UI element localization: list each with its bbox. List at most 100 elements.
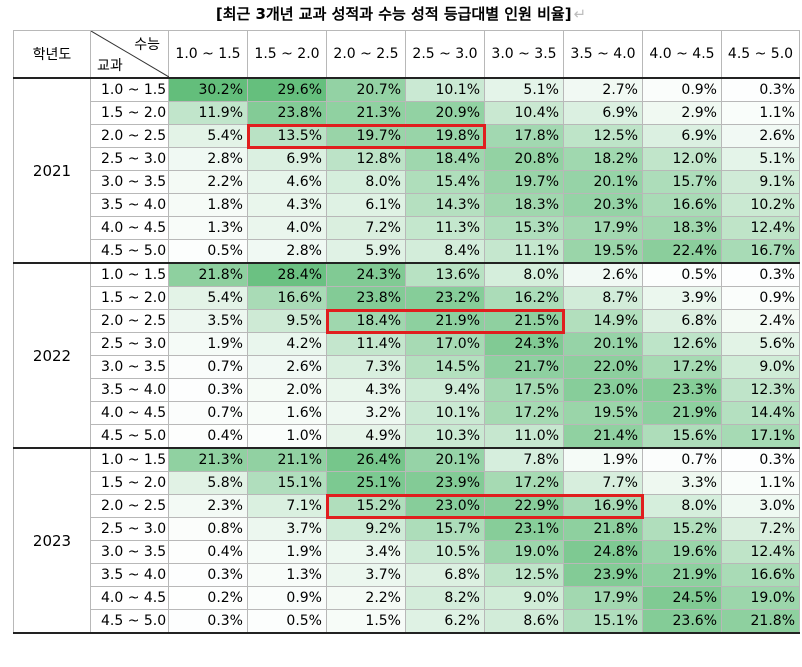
value-cell: 9.5%	[247, 309, 327, 333]
value-cell: 23.8%	[326, 286, 406, 310]
value-cell: 3.3%	[642, 471, 722, 495]
value-cell: 15.6%	[642, 424, 722, 449]
value-cell: 5.4%	[168, 124, 248, 148]
col-header: 4.5 ~ 5.0	[721, 30, 800, 79]
value-cell: 10.1%	[405, 401, 485, 425]
value-cell: 13.6%	[405, 262, 485, 287]
value-cell: 3.7%	[326, 563, 406, 587]
value-cell: 5.1%	[484, 77, 564, 102]
value-cell: 6.1%	[326, 193, 406, 217]
year-cell: 2022	[13, 262, 91, 449]
value-cell: 4.3%	[247, 193, 327, 217]
value-cell: 2.6%	[247, 355, 327, 379]
value-cell: 0.3%	[168, 609, 248, 634]
value-cell: 21.8%	[563, 517, 643, 541]
value-cell: 11.1%	[484, 239, 564, 264]
value-cell: 19.5%	[563, 401, 643, 425]
value-cell: 17.9%	[563, 216, 643, 240]
value-cell: 20.3%	[563, 193, 643, 217]
value-cell: 8.4%	[405, 239, 485, 264]
value-cell: 6.9%	[563, 101, 643, 125]
value-cell: 2.2%	[326, 586, 406, 610]
col-header: 2.5 ~ 3.0	[405, 30, 485, 79]
value-cell: 6.9%	[642, 124, 722, 148]
value-cell: 1.3%	[247, 563, 327, 587]
value-cell: 17.0%	[405, 332, 485, 356]
value-cell: 23.9%	[563, 563, 643, 587]
value-cell: 23.2%	[405, 286, 485, 310]
diag-label-csat: 수능	[134, 37, 160, 53]
value-cell: 19.6%	[642, 540, 722, 564]
row-label: 2.5 ~ 3.0	[90, 332, 169, 356]
year-cell: 2023	[13, 447, 91, 634]
value-cell: 17.2%	[642, 355, 722, 379]
value-cell: 5.1%	[721, 147, 800, 171]
row-label: 1.0 ~ 1.5	[90, 447, 169, 472]
row-label: 4.0 ~ 4.5	[90, 586, 169, 610]
value-cell: 21.9%	[642, 401, 722, 425]
value-cell: 1.5%	[326, 609, 406, 634]
diagonal-header-cell: 수능 교과	[90, 30, 169, 79]
table-row: 3.5 ~ 4.0 0.3% 1.3% 3.7% 6.8% 12.5% 23.9% 21.9%…	[14, 563, 800, 587]
table-row: 1.5 ~ 2.0 5.4% 16.6% 23.8% 23.2% 16.2% 8.7% 3.9…	[14, 286, 800, 310]
diag-label-school: 교과	[97, 58, 123, 74]
value-cell: 9.2%	[326, 517, 406, 541]
value-cell: 6.8%	[405, 563, 485, 587]
value-cell: 10.4%	[484, 101, 564, 125]
value-cell: 0.5%	[168, 239, 248, 264]
table-row: 3.0 ~ 3.5 0.4% 1.9% 3.4% 10.5% 19.0% 24.8% 19.6…	[14, 540, 800, 564]
value-cell: 20.1%	[563, 170, 643, 194]
value-cell: 0.3%	[168, 378, 248, 402]
value-cell: 24.3%	[326, 262, 406, 287]
title-text: [최근 3개년 교과 성적과 수능 성적 등급대별 인원 비율]	[215, 5, 572, 23]
value-cell: 1.6%	[247, 401, 327, 425]
value-cell: 16.6%	[642, 193, 722, 217]
value-cell: 13.5%	[247, 124, 327, 148]
value-cell: 0.7%	[168, 401, 248, 425]
value-cell: 19.7%	[326, 124, 406, 148]
value-cell: 1.1%	[721, 101, 800, 125]
value-cell: 18.3%	[484, 193, 564, 217]
row-label: 1.5 ~ 2.0	[90, 286, 169, 310]
value-cell: 3.2%	[326, 401, 406, 425]
value-cell: 16.6%	[247, 286, 327, 310]
value-cell: 8.0%	[326, 170, 406, 194]
value-cell: 8.6%	[484, 609, 564, 634]
table-row: 2021 1.0 ~ 1.5 30.2% 29.6% 20.7% 10.1% 5.1% 2.7…	[13, 77, 800, 264]
row-label: 3.5 ~ 4.0	[90, 193, 169, 217]
value-cell: 18.4%	[405, 147, 485, 171]
value-cell: 15.1%	[247, 471, 327, 495]
table-title: [최근 3개년 교과 성적과 수능 성적 등급대별 인원 비율] ↵	[0, 3, 802, 25]
value-cell: 0.8%	[168, 517, 248, 541]
table-row: 2.5 ~ 3.0 0.8% 3.7% 9.2% 15.7% 23.1% 21.8% 15.2…	[14, 517, 800, 541]
value-cell: 16.7%	[721, 239, 800, 264]
value-cell: 22.0%	[563, 355, 643, 379]
value-cell: 9.0%	[721, 355, 800, 379]
value-cell: 22.4%	[642, 239, 722, 264]
value-cell: 5.4%	[168, 286, 248, 310]
table-row: 1.5 ~ 2.0 5.8% 15.1% 25.1% 23.9% 17.2% 7.7% 3.3…	[14, 471, 800, 495]
table-row: 2.0 ~ 2.5 3.5% 9.5% 18.4% 21.9% 21.5% 14.9% 6.8…	[14, 309, 800, 333]
value-cell: 0.9%	[642, 77, 722, 102]
value-cell: 24.8%	[563, 540, 643, 564]
value-cell: 15.1%	[563, 609, 643, 634]
value-cell: 1.9%	[563, 447, 643, 472]
row-label: 1.5 ~ 2.0	[90, 101, 169, 125]
value-cell: 0.4%	[168, 540, 248, 564]
return-mark-icon: ↵	[573, 5, 587, 23]
value-cell: 1.9%	[247, 540, 327, 564]
table-row: 4.0 ~ 4.5 0.7% 1.6% 3.2% 10.1% 17.2% 19.5% 21.9…	[14, 401, 800, 425]
value-cell: 3.5%	[168, 309, 248, 333]
row-label: 4.0 ~ 4.5	[90, 401, 169, 425]
grade-ratio-table: 학년도 수능 교과 1.0 ~ 1.5 1.5 ~ 2.0 2.0 ~ 2.5 …	[13, 30, 800, 634]
row-label: 4.5 ~ 5.0	[90, 239, 169, 264]
value-cell: 2.6%	[563, 262, 643, 287]
value-cell: 14.5%	[405, 355, 485, 379]
value-cell: 8.0%	[642, 494, 722, 518]
value-cell: 4.3%	[326, 378, 406, 402]
table-row: 4.0 ~ 4.5 1.3% 4.0% 7.2% 11.3% 15.3% 17.9% 18.3…	[14, 216, 800, 240]
table-row: 4.5 ~ 5.0 0.3% 0.5% 1.5% 6.2% 8.6% 15.1% 23.6% 2…	[14, 609, 800, 634]
value-cell: 0.7%	[642, 447, 722, 472]
value-cell: 11.9%	[168, 101, 248, 125]
table-row: 2.5 ~ 3.0 1.9% 4.2% 11.4% 17.0% 24.3% 20.1% 12.…	[14, 332, 800, 356]
